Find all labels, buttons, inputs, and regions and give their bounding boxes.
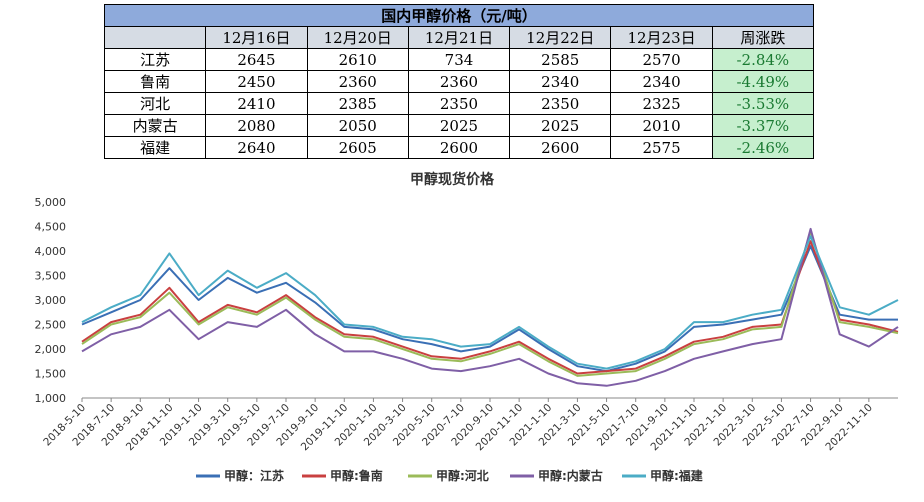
chart-legend: 甲醇：江苏 甲醇:鲁南 甲醇:河北 甲醇:内蒙古 甲醇:福建 [196,468,704,483]
price-cell: 2080 [205,114,308,137]
change-cell: -3.37% [711,114,815,137]
price-cell: 2600 [407,136,511,159]
region-cell: 河北 [103,92,207,115]
methanol-price-table: 国内甲醇价格（元/吨） 12月16日 12月20日 12月21日 12月22日 … [103,4,815,159]
y-tick-label: 4,000 [35,245,67,258]
legend-label: 甲醇:内蒙古 [538,468,603,483]
change-cell: -2.46% [711,136,815,159]
legend-label: 甲醇:福建 [650,468,704,483]
y-tick-label: 4,500 [35,221,67,234]
y-tick-label: 1,500 [35,368,67,381]
price-cell: 2050 [306,114,409,137]
price-cell: 2570 [610,48,713,71]
header-cell-date: 12月16日 [205,26,308,49]
y-axis: 1,000 1,500 2,000 2,500 3,000 3,500 4,000 4,500… [35,196,67,405]
y-tick-label: 5,000 [35,196,67,209]
price-cell: 2025 [509,114,612,137]
legend-label: 甲醇：江苏 [224,468,284,483]
price-cell: 2605 [306,136,409,159]
region-cell: 福建 [103,136,207,159]
table-header-row: 12月16日 12月20日 12月21日 12月22日 12月23日 周涨跌 [103,26,815,49]
price-cell: 2385 [306,92,409,115]
price-cell: 2360 [407,70,511,93]
price-cell: 2610 [306,48,409,71]
series-line [81,240,899,375]
y-tick-label: 2,500 [35,319,67,332]
legend-label: 甲醇:河北 [436,468,489,483]
header-cell-date: 12月22日 [509,26,612,49]
price-cell: 2645 [205,48,308,71]
price-cell: 2600 [509,136,612,159]
y-tick-label: 2,000 [35,343,67,356]
table-title: 国内甲醇价格（元/吨） [104,4,814,27]
y-tick-label: 3,000 [35,294,67,307]
price-cell: 2025 [407,114,511,137]
header-cell-corner [103,26,207,49]
y-tick-label: 3,500 [35,270,67,283]
price-cell: 2575 [610,136,713,159]
price-cell: 2410 [205,92,308,115]
region-cell: 江苏 [103,48,207,71]
region-cell: 鲁南 [103,70,207,93]
x-axis: 2018-5-102018-7-102018-9-102018-11-10201… [41,397,898,453]
series-line [81,245,898,373]
price-cell: 2350 [407,92,511,115]
legend-label: 甲醇:鲁南 [330,468,383,483]
region-cell: 内蒙古 [103,114,207,137]
header-cell-date: 12月21日 [407,26,511,49]
header-cell-date: 12月20日 [306,26,409,49]
price-cell: 734 [407,48,511,71]
price-cell: 2450 [205,70,308,93]
y-tick-label: 1,000 [35,392,67,405]
price-cell: 2585 [509,48,612,71]
price-cell: 2340 [610,70,713,93]
price-cell: 2010 [610,114,713,137]
price-table-container: 国内甲醇价格（元/吨） 12月16日 12月20日 12月21日 12月22日 … [103,4,815,159]
change-cell: -4.49% [711,70,815,93]
series-line [81,230,899,377]
price-cell: 2360 [306,70,409,93]
methanol-spot-price-chart: 甲醇现货价格 1,000 1,500 2,000 2,500 3,000 3,500 4,0… [0,166,924,498]
table-row: 江苏 2645 2610 734 2585 2570 -2.84% [103,48,815,71]
price-cell: 2340 [509,70,612,93]
chart-title: 甲醇现货价格 [410,171,495,188]
price-cell: 2350 [509,92,612,115]
change-cell: -2.84% [711,48,815,71]
header-cell-change: 周涨跌 [711,26,815,49]
series-group [81,227,899,387]
series-line [81,227,899,387]
table-row: 河北 2410 2385 2350 2350 2325 -3.53% [103,92,815,115]
series-line [81,235,899,370]
chart-svg: 甲醇现货价格 1,000 1,500 2,000 2,500 3,000 3,500 4,0… [35,171,899,483]
change-cell: -3.53% [711,92,815,115]
header-cell-date: 12月23日 [610,26,713,49]
table-row: 鲁南 2450 2360 2360 2340 2340 -4.49% [103,70,815,93]
table-row: 福建 2640 2605 2600 2600 2575 -2.46% [103,136,815,159]
price-cell: 2640 [205,136,308,159]
price-cell: 2325 [610,92,713,115]
table-row: 内蒙古 2080 2050 2025 2025 2010 -3.37% [103,114,815,137]
